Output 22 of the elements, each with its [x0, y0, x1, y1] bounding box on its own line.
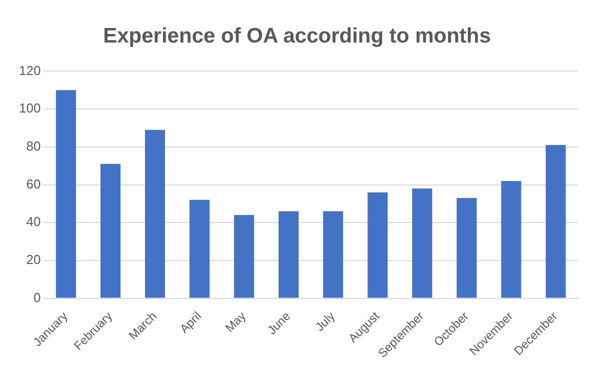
bar: [456, 198, 477, 298]
x-tick-label: July: [312, 308, 338, 334]
y-tick-label: 20: [26, 252, 41, 268]
chart-title: Experience of OA according to months: [103, 24, 491, 48]
y-tick-label: 60: [26, 176, 41, 192]
bar: [412, 188, 432, 298]
bar: [190, 200, 210, 298]
y-tick-label: 80: [26, 138, 41, 154]
bar: [234, 215, 254, 298]
y-tick-label: 0: [33, 290, 41, 305]
bar: [546, 145, 566, 298]
bar: [501, 180, 522, 298]
y-tick-label: 40: [26, 214, 41, 230]
y-tick-label: 120: [18, 62, 41, 78]
bar: [144, 130, 166, 298]
bar: [368, 192, 388, 298]
y-tick-label: 100: [18, 100, 41, 116]
x-tick-label: May: [222, 308, 249, 335]
bar: [100, 164, 120, 298]
bar: [56, 90, 76, 298]
bar: [323, 211, 344, 298]
bar: [278, 211, 299, 298]
